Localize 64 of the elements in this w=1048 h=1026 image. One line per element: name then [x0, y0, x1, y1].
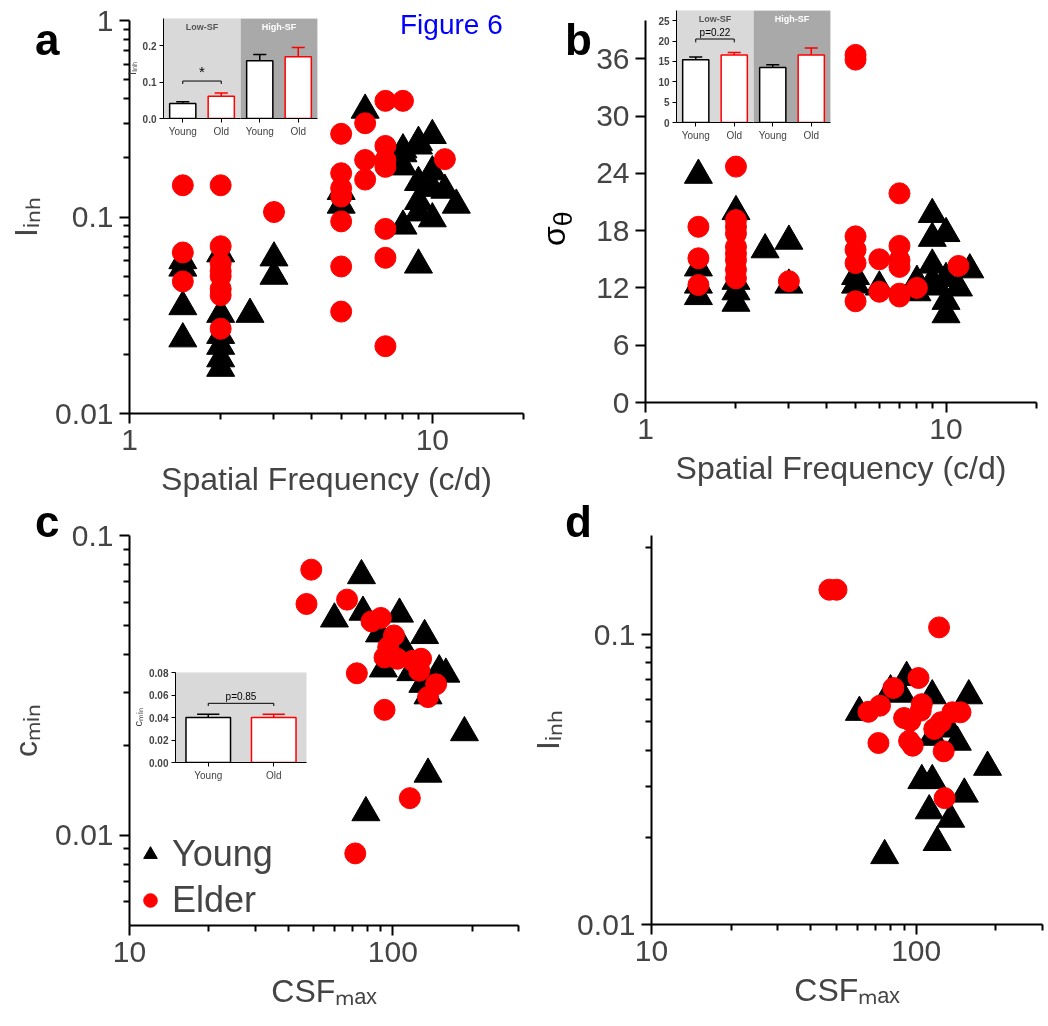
annotation: p=0.22	[699, 27, 731, 39]
y-tick-label: 0.1	[71, 518, 114, 552]
y-tick-label: 0.1	[71, 200, 114, 233]
chart-title: a	[35, 15, 60, 64]
x-axis-title: CSFₘₐₓ	[794, 971, 901, 1008]
y-axis-title: cₘᵢₙ	[8, 703, 45, 758]
y-tick-label: 0.00	[149, 757, 169, 769]
y-tick-label: 18	[596, 213, 630, 247]
y-tick-label: 36	[596, 41, 630, 75]
band-label: Low-SF	[698, 13, 732, 24]
x-tick-label: Old	[290, 125, 307, 137]
x-tick-label: Young	[681, 129, 710, 141]
y-axis-title: Iᵢₙₕ	[125, 62, 138, 75]
y-tick-label: 5	[663, 97, 670, 109]
y-tick-label: 0.02	[149, 735, 169, 746]
chart-title: d	[565, 497, 592, 546]
y-tick-label: 0.08	[149, 667, 169, 679]
y-tick-label: 24	[596, 156, 630, 190]
x-tick-label: 10	[929, 411, 963, 445]
y-tick-label: 0.01	[55, 818, 114, 852]
x-tick-label: Old	[803, 129, 820, 141]
y-tick-label: 30	[596, 99, 630, 132]
band-label: High-SF	[261, 21, 297, 32]
y-tick-label: 1	[96, 3, 114, 37]
y-tick-label: 0.01	[55, 396, 114, 430]
legend-label: Young	[172, 833, 273, 875]
y-tick-label: 25	[658, 15, 670, 27]
x-tick-label: Young	[758, 129, 787, 141]
x-tick-label: Young	[245, 125, 274, 137]
x-tick-label: 100	[367, 934, 418, 968]
y-tick-label: 15	[658, 56, 670, 68]
x-axis-title: Spatial Frequency (c/d)	[161, 460, 492, 497]
chart-title: c	[35, 497, 60, 546]
chart-title: b	[565, 15, 592, 64]
y-tick-label: 6	[612, 328, 630, 362]
band-label: High-SF	[774, 13, 810, 24]
y-tick-label: 10	[658, 76, 670, 88]
x-tick-label: 10	[415, 422, 450, 456]
x-tick-label: Old	[726, 129, 743, 141]
y-tick-label: 12	[596, 270, 630, 304]
y-tick-label: 0.04	[149, 712, 169, 724]
x-tick-label: Old	[213, 125, 230, 137]
annotation: *	[199, 63, 206, 81]
y-tick-label: 20	[658, 36, 670, 48]
y-tick-label: 0.1	[142, 77, 157, 89]
legend-label: Elder	[172, 879, 257, 921]
y-tick-label: 0.2	[142, 40, 157, 52]
x-axis-title: Spatial Frequency (c/d)	[675, 449, 1007, 486]
y-tick-label: 0	[612, 385, 630, 419]
y-axis-title: cₘᵢₙ	[132, 708, 145, 727]
x-tick-label: Old	[265, 769, 282, 781]
y-axis-title: Iᵢₙₕ	[8, 197, 45, 237]
x-tick-label: Young	[168, 125, 197, 137]
band-label: Low-SF	[185, 21, 219, 32]
x-axis-title: CSFₘₐₓ	[271, 972, 378, 1009]
y-tick-label: 0.06	[149, 690, 169, 701]
y-axis-title: Iᵢₙₕ	[530, 710, 567, 750]
y-tick-label: 0.01	[577, 907, 636, 941]
y-tick-label: 0.0	[142, 113, 157, 125]
annotation: Figure 6	[400, 9, 503, 40]
y-tick-label: 0	[663, 117, 670, 129]
x-tick-label: 100	[891, 933, 942, 967]
annotation: p=0.85	[225, 691, 257, 703]
y-tick-label: 0.1	[593, 617, 636, 651]
